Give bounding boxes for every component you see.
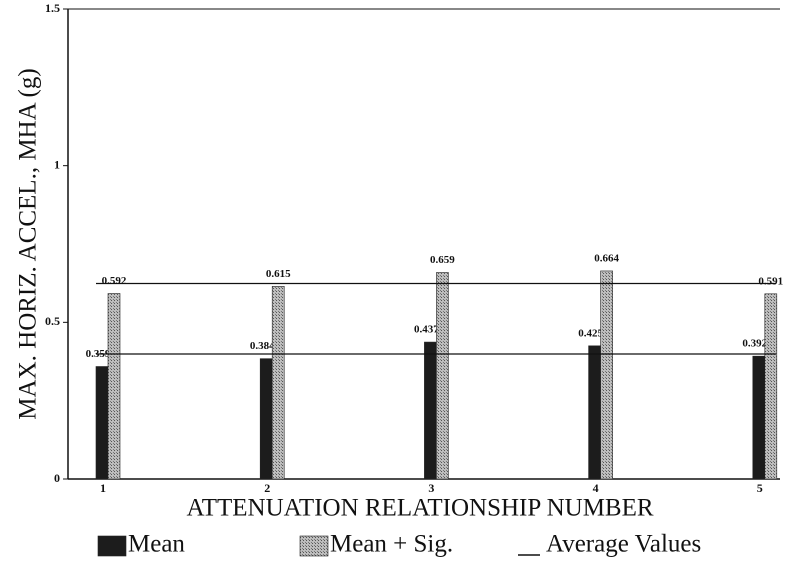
legend-label: Average Values <box>546 531 701 558</box>
value-label: 0.659 <box>430 254 455 266</box>
x-tick-label: 1 <box>100 481 106 495</box>
bar <box>600 270 613 480</box>
bar <box>588 345 601 480</box>
y-tick-label: 1.5 <box>45 1 60 15</box>
bar <box>107 293 121 480</box>
legend-swatch <box>97 535 127 557</box>
value-label: 0.591 <box>758 275 783 287</box>
value-label: 0.615 <box>266 268 291 280</box>
value-label: 0.664 <box>594 252 619 264</box>
value-label: 0.425 <box>578 327 603 339</box>
x-tick-label: 4 <box>593 481 599 495</box>
x-tick-label: 5 <box>757 481 763 495</box>
y-tick-label: 1 <box>54 157 60 171</box>
legend-label: Mean <box>128 531 185 558</box>
legend-swatch <box>299 535 329 557</box>
value-label: 0.392 <box>742 338 767 350</box>
y-tick-label: 0 <box>54 471 60 485</box>
bar <box>764 293 778 480</box>
bar <box>424 341 437 480</box>
x-tick-label: 3 <box>428 481 434 495</box>
value-label: 0.384 <box>250 340 275 352</box>
legend-label: Mean + Sig. <box>330 531 453 558</box>
x-axis-label: ATTENUATION RELATIONSHIP NUMBER <box>186 495 653 522</box>
bar <box>259 358 273 480</box>
value-label: 0.592 <box>102 275 127 287</box>
x-tick-label: 2 <box>264 481 270 495</box>
y-axis-label: MAX. HORIZ. ACCEL., MHA (g) <box>15 68 42 419</box>
bar <box>436 272 449 480</box>
bar <box>271 285 285 480</box>
bar <box>95 366 109 480</box>
bar <box>752 355 766 480</box>
y-tick-label: 0.5 <box>45 314 60 328</box>
value-label: 0.437 <box>414 324 439 336</box>
